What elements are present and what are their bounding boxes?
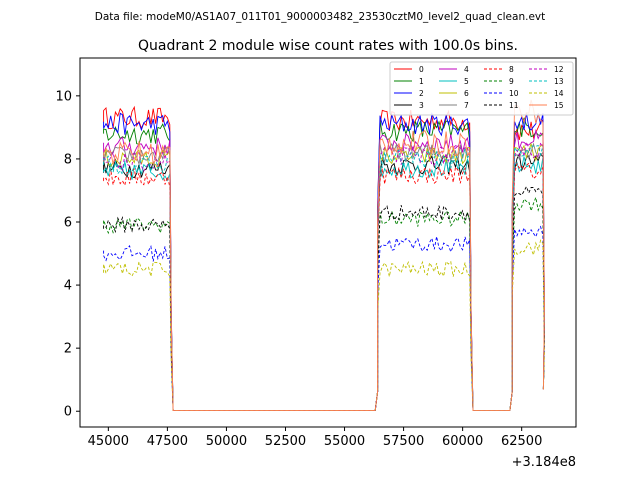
x-tick-label: 45000	[88, 434, 129, 449]
y-tick-label: 4	[64, 279, 72, 294]
legend-label-2: 2	[419, 89, 424, 98]
legend-label-3: 3	[419, 101, 424, 110]
x-tick-label: 52500	[265, 434, 306, 449]
y-tick-label: 0	[64, 405, 72, 420]
series-line-15	[103, 99, 545, 412]
legend-label-13: 13	[554, 77, 564, 86]
legend-label-11: 11	[509, 101, 519, 110]
x-tick-label: 57500	[383, 434, 424, 449]
series-layer	[103, 99, 545, 412]
legend-label-0: 0	[419, 65, 424, 74]
y-axis: 0 2 4 6 8 10	[55, 89, 80, 420]
legend-label-6: 6	[464, 89, 469, 98]
legend-frame	[389, 61, 574, 116]
y-tick-label: 2	[64, 342, 72, 357]
series-line-10	[103, 225, 545, 412]
x-offset-text: +3.184e8	[512, 455, 576, 470]
legend-label-4: 4	[464, 65, 469, 74]
legend-label-9: 9	[509, 77, 514, 86]
x-tick-label: 50000	[206, 434, 247, 449]
chart-suptitle: Data file: modeM0/AS1A07_011T01_90000034…	[95, 11, 546, 23]
y-tick-label: 6	[64, 216, 72, 231]
legend-label-12: 12	[554, 65, 564, 74]
legend-label-14: 14	[554, 89, 564, 98]
chart-title: Quadrant 2 module wise count rates with …	[138, 38, 518, 54]
x-tick-label: 62500	[501, 434, 542, 449]
x-axis: 45000 47500 50000 52500 55000 57500 60000 62500	[88, 427, 542, 449]
x-tick-label: 47500	[147, 434, 188, 449]
legend-label-10: 10	[509, 89, 519, 98]
legend-label-1: 1	[419, 77, 424, 86]
series-line-8	[103, 162, 545, 412]
x-tick-label: 60000	[442, 434, 483, 449]
y-tick-label: 8	[64, 152, 72, 167]
y-tick-label: 10	[55, 89, 72, 104]
legend-label-5: 5	[464, 77, 469, 86]
legend-label-8: 8	[509, 65, 514, 74]
legend-label-7: 7	[464, 101, 469, 110]
plot-border	[79, 57, 577, 428]
legend-label-15: 15	[554, 101, 564, 110]
x-tick-label: 55000	[324, 434, 365, 449]
